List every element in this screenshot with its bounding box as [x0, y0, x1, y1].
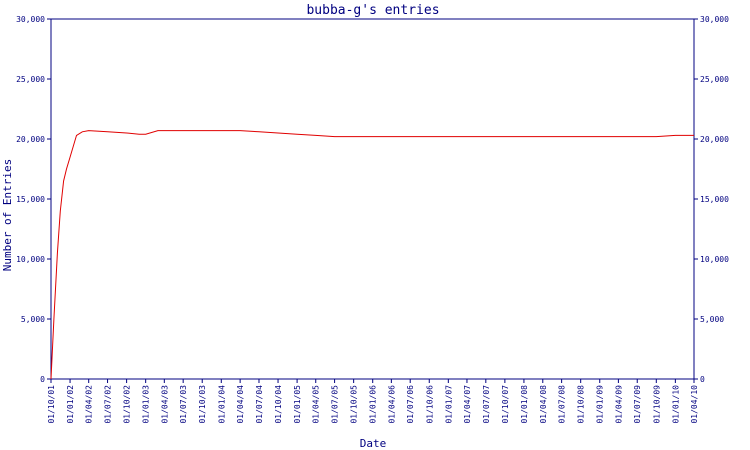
y-tick-label-right: 25,000 [700, 75, 729, 84]
y-tick-label-left: 30,000 [16, 15, 45, 24]
x-ticks: 01/10/01 01/01/02 01/04/02 01/07/02 01/10/02… [47, 379, 699, 424]
x-tick-label: 01/10/01 [47, 385, 56, 424]
y-tick-label-left: 15,000 [16, 195, 45, 204]
y-tick-label-right: 10,000 [700, 255, 729, 264]
y-tick-label-left: 10,000 [16, 255, 45, 264]
x-tick-label: 01/10/08 [577, 385, 586, 424]
x-tick-label: 01/07/09 [633, 385, 642, 424]
x-tick-label: 01/07/07 [482, 385, 491, 424]
y-tick-label-right: 5,000 [700, 315, 724, 324]
x-tick-label: 01/10/05 [350, 385, 359, 424]
x-tick-label: 01/07/08 [558, 385, 567, 424]
x-tick-label: 01/07/04 [255, 385, 264, 424]
x-tick-label: 01/01/07 [444, 385, 453, 424]
chart-title: bubba-g's entries [306, 3, 439, 18]
x-tick-label: 01/01/10 [671, 385, 680, 424]
x-tick-label: 01/04/07 [463, 385, 472, 424]
y-tick-label-right: 0 [700, 375, 705, 384]
x-tick-label: 01/01/09 [596, 385, 605, 424]
x-tick-label: 01/04/03 [160, 385, 169, 424]
x-tick-label: 01/04/06 [387, 385, 396, 424]
axes [50, 18, 695, 380]
y-ticks: 0 0 5,000 5,000 10,000 10,000 15,000 15,000 20,0… [16, 15, 729, 384]
y-axis-label: Number of Entries [1, 159, 14, 272]
x-tick-label: 01/04/02 [85, 385, 94, 424]
x-tick-label: 01/01/02 [66, 385, 75, 424]
x-tick-label: 01/01/06 [369, 385, 378, 424]
x-tick-label: 01/04/10 [690, 385, 699, 424]
y-tick-label-left: 20,000 [16, 135, 45, 144]
x-tick-label: 01/01/04 [217, 385, 226, 424]
y-tick-label-right: 30,000 [700, 15, 729, 24]
x-tick-label: 01/10/03 [198, 385, 207, 424]
y-tick-label-left: 5,000 [21, 315, 45, 324]
series-line [50, 130, 694, 380]
x-tick-label: 01/04/09 [614, 385, 623, 424]
x-tick-label: 01/07/06 [406, 385, 415, 424]
x-tick-label: 01/07/05 [331, 385, 340, 424]
x-tick-label: 01/01/05 [293, 385, 302, 424]
x-axis-label: Date [360, 437, 387, 450]
x-tick-label: 01/04/05 [312, 385, 321, 424]
x-tick-label: 01/10/06 [425, 385, 434, 424]
y-tick-label-right: 20,000 [700, 135, 729, 144]
x-tick-label: 01/10/09 [652, 385, 661, 424]
x-tick-label: 01/01/08 [520, 385, 529, 424]
x-tick-label: 01/07/02 [104, 385, 113, 424]
series-group [50, 130, 694, 380]
y-tick-label-right: 15,000 [700, 195, 729, 204]
x-tick-label: 01/07/03 [179, 385, 188, 424]
x-tick-label: 01/10/04 [274, 385, 283, 424]
x-tick-label: 01/10/07 [501, 385, 510, 424]
x-tick-label: 01/01/03 [142, 385, 151, 424]
y-tick-label-left: 25,000 [16, 75, 45, 84]
x-tick-label: 01/10/02 [123, 385, 132, 424]
x-tick-label: 01/04/04 [236, 385, 245, 424]
x-tick-label: 01/04/08 [539, 385, 548, 424]
y-tick-label-left: 0 [40, 375, 45, 384]
